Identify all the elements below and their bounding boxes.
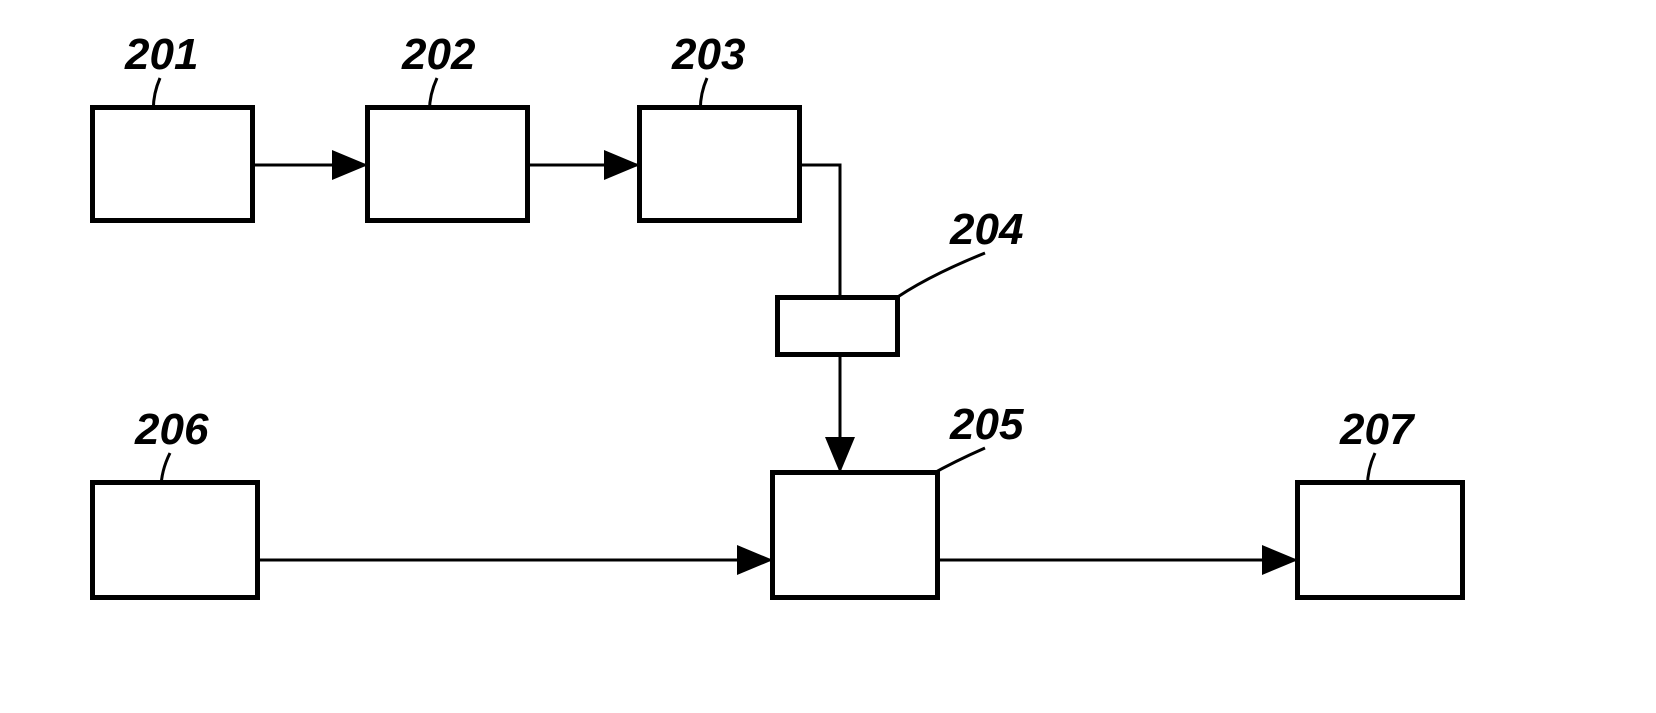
label-205: 205: [950, 400, 1023, 450]
block-202: [365, 105, 530, 223]
block-201: [90, 105, 255, 223]
label-203: 203: [672, 30, 745, 80]
block-204: [775, 295, 900, 357]
label-204: 204: [950, 205, 1023, 255]
label-206: 206: [135, 405, 208, 455]
block-207: [1295, 480, 1465, 600]
block-205: [770, 470, 940, 600]
edge-203-204: [802, 165, 840, 295]
block-diagram: 201 202 203 204 205 206 207: [0, 0, 1656, 713]
label-201: 201: [125, 30, 198, 80]
label-207: 207: [1340, 405, 1413, 455]
block-203: [637, 105, 802, 223]
label-202: 202: [402, 30, 475, 80]
block-206: [90, 480, 260, 600]
